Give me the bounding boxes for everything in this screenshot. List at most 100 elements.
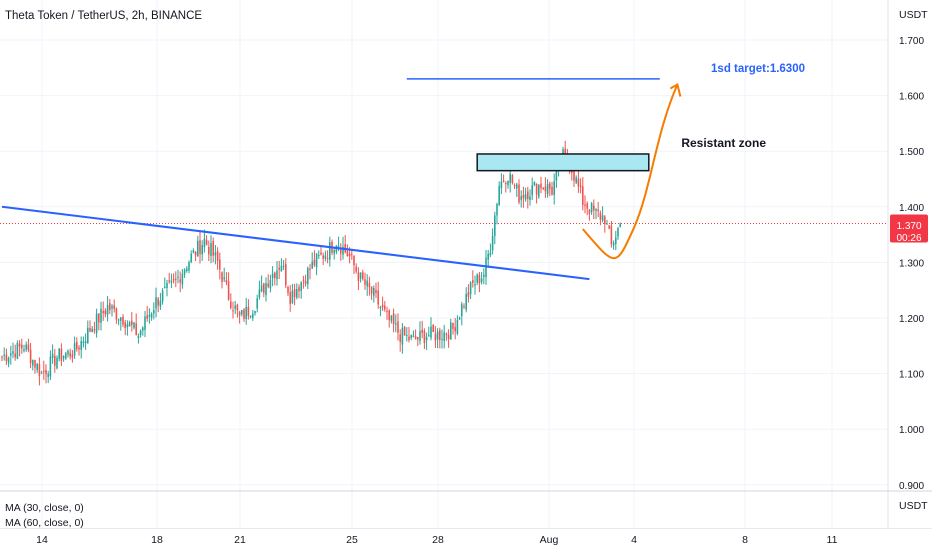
candle-body — [109, 303, 111, 311]
candle — [476, 273, 478, 286]
target-label[interactable]: 1sd target:1.6300 — [711, 63, 805, 75]
candle-body — [474, 284, 476, 286]
candle — [452, 322, 454, 335]
candle — [137, 333, 140, 344]
candle-body — [300, 282, 302, 291]
candle — [49, 350, 52, 381]
candle — [181, 268, 184, 289]
candle — [199, 231, 201, 264]
candle-body — [177, 276, 179, 278]
candle-body — [252, 313, 254, 319]
candle-body — [432, 325, 434, 333]
candle — [291, 283, 294, 305]
projection-curve[interactable] — [582, 84, 679, 260]
candle — [271, 266, 274, 287]
candle-body — [256, 298, 258, 309]
indicator-axis-currency: USDT — [899, 500, 928, 512]
candle — [432, 324, 434, 333]
candle — [390, 315, 393, 324]
candle-body — [425, 336, 428, 341]
candle-body — [304, 280, 307, 284]
candle — [610, 220, 613, 248]
candles — [1, 140, 621, 386]
candle — [254, 310, 256, 316]
projection-arrowhead[interactable] — [669, 82, 682, 97]
candle-body — [551, 186, 553, 195]
candle-body — [373, 287, 375, 296]
candle — [269, 274, 272, 293]
candle-body — [124, 322, 126, 328]
candle — [18, 340, 21, 357]
candle — [197, 235, 199, 257]
candle — [516, 182, 518, 197]
candle-body — [40, 372, 43, 374]
candle — [201, 240, 203, 261]
candle-body — [214, 252, 217, 256]
candle — [5, 348, 8, 365]
candle — [60, 343, 63, 367]
candle — [148, 308, 151, 324]
candle — [370, 286, 373, 300]
candle — [542, 186, 544, 191]
candle-body — [12, 351, 14, 354]
resistance-zone-label[interactable]: Resistant zone — [681, 136, 766, 150]
candle — [122, 314, 124, 328]
candle-body — [452, 322, 454, 329]
bar-countdown-label: 00:26 — [896, 233, 921, 244]
candle-body — [309, 268, 311, 270]
candle — [62, 355, 65, 362]
candle-body — [359, 272, 362, 279]
candle-body — [480, 278, 483, 283]
candle — [529, 189, 531, 206]
candle — [278, 260, 280, 279]
candle-body — [522, 195, 525, 199]
candle-body — [524, 194, 527, 200]
candle-body — [106, 305, 109, 315]
resistance-zone-box[interactable] — [476, 153, 650, 172]
candle-body — [166, 283, 168, 289]
candle — [65, 351, 67, 360]
indicator-label-ma60[interactable]: MA (60, close, 0) — [5, 517, 84, 529]
time-axis[interactable]: 14 18 21 25 28 Aug 4 8 11 — [36, 534, 837, 546]
candle-body — [58, 348, 60, 359]
candle — [307, 266, 309, 290]
candle-body — [496, 204, 498, 216]
candle-body — [7, 357, 10, 364]
time-tick-label: 4 — [631, 534, 637, 546]
price-axis[interactable]: 1.700 1.600 1.500 1.400 1.300 1.200 1.100 1.000… — [899, 36, 924, 492]
candle-body — [289, 292, 291, 305]
drawings[interactable] — [1, 78, 682, 281]
price-tick-label: 1.500 — [899, 147, 924, 158]
candle-body — [54, 355, 56, 366]
candle-body — [225, 279, 228, 283]
candle — [553, 173, 555, 205]
candle — [157, 297, 159, 313]
candle — [131, 312, 133, 332]
candle-body — [546, 184, 549, 195]
candle — [276, 261, 278, 286]
candle — [210, 235, 212, 264]
candle — [208, 240, 210, 261]
candle — [436, 328, 439, 349]
candle-body — [247, 306, 250, 317]
candle-body — [511, 175, 514, 184]
candle-body — [485, 257, 487, 278]
candle — [617, 226, 619, 240]
candle — [483, 268, 485, 285]
candle-body — [553, 181, 555, 195]
candle — [23, 344, 25, 353]
candle-body — [280, 265, 283, 272]
candle — [14, 344, 16, 361]
candle-body — [104, 310, 107, 315]
candle — [287, 285, 289, 296]
candle-body — [159, 300, 162, 307]
candle — [150, 312, 153, 321]
candle-body — [16, 342, 19, 359]
indicator-label-ma30[interactable]: MA (30, close, 0) — [5, 502, 84, 514]
candle — [511, 173, 514, 185]
candle-body — [23, 349, 25, 351]
trendline[interactable] — [1, 205, 590, 281]
candle — [509, 168, 511, 193]
candle — [104, 308, 107, 318]
